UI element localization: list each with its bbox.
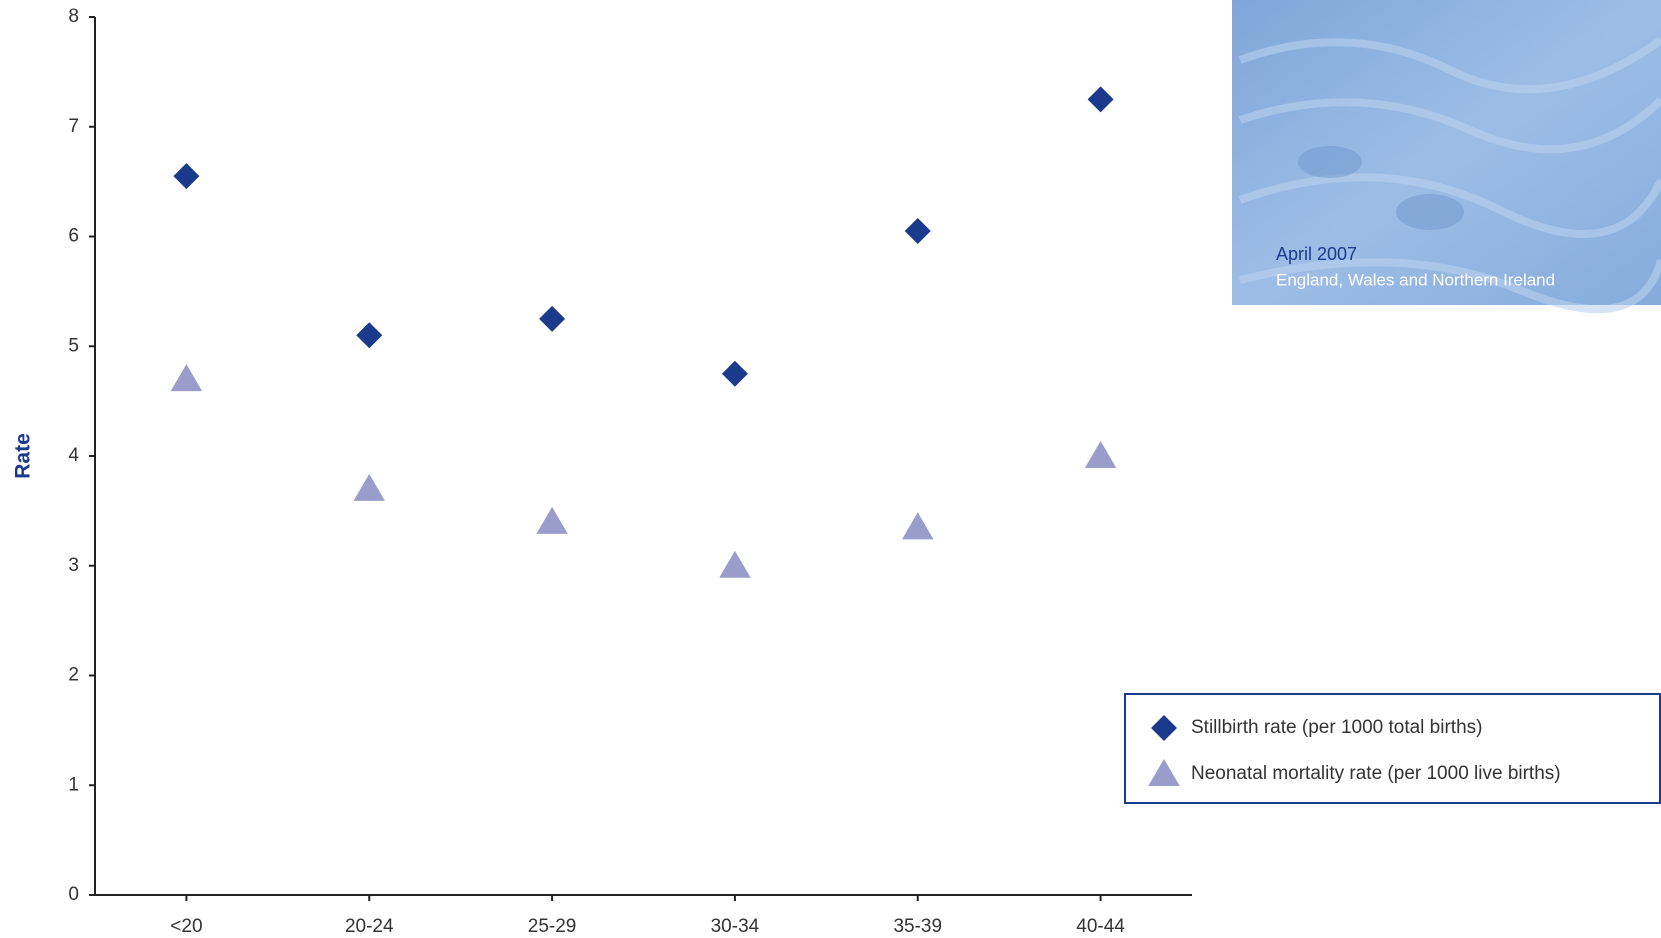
marker	[170, 364, 203, 392]
y-tick-label: 5	[68, 335, 79, 356]
marker	[539, 305, 566, 332]
x-tick-label: 40-44	[1076, 916, 1125, 937]
legend-label: Neonatal mortality rate (per 1000 live b…	[1191, 763, 1561, 784]
cover-region: England, Wales and Northern Ireland	[1276, 270, 1555, 289]
legend-marker	[1148, 759, 1180, 786]
x-tick-label: 20-24	[345, 916, 394, 937]
marker	[353, 473, 385, 501]
marker	[721, 360, 748, 387]
y-tick-label: 7	[68, 116, 79, 137]
cover-date: April 2007	[1276, 244, 1357, 264]
marker	[536, 506, 568, 534]
marker	[356, 322, 383, 349]
y-tick-label: 8	[68, 6, 79, 27]
marker	[173, 163, 200, 190]
marker	[902, 512, 934, 540]
legend-label: Stillbirth rate (per 1000 total births)	[1191, 717, 1482, 738]
y-tick-label: 6	[68, 226, 79, 247]
marker	[1084, 441, 1117, 468]
legend-box	[1124, 693, 1661, 804]
cover-image: April 2007 England, Wales and Northern I…	[1232, 0, 1661, 314]
x-tick-label: 30-34	[711, 916, 760, 937]
marker	[1087, 86, 1114, 113]
marker	[904, 218, 931, 245]
x-tick-label: 25-29	[528, 916, 577, 937]
y-tick-label: 2	[68, 665, 79, 686]
x-tick-label: 35-39	[893, 916, 942, 937]
y-tick-label: 4	[68, 445, 79, 466]
y-axis-label: Rate	[12, 433, 35, 479]
y-tick-label: 0	[68, 884, 79, 905]
legend-marker	[1151, 715, 1177, 741]
marker	[719, 550, 751, 578]
x-tick-label: <20	[170, 916, 202, 937]
y-tick-label: 3	[68, 555, 79, 576]
y-tick-label: 1	[68, 774, 79, 795]
